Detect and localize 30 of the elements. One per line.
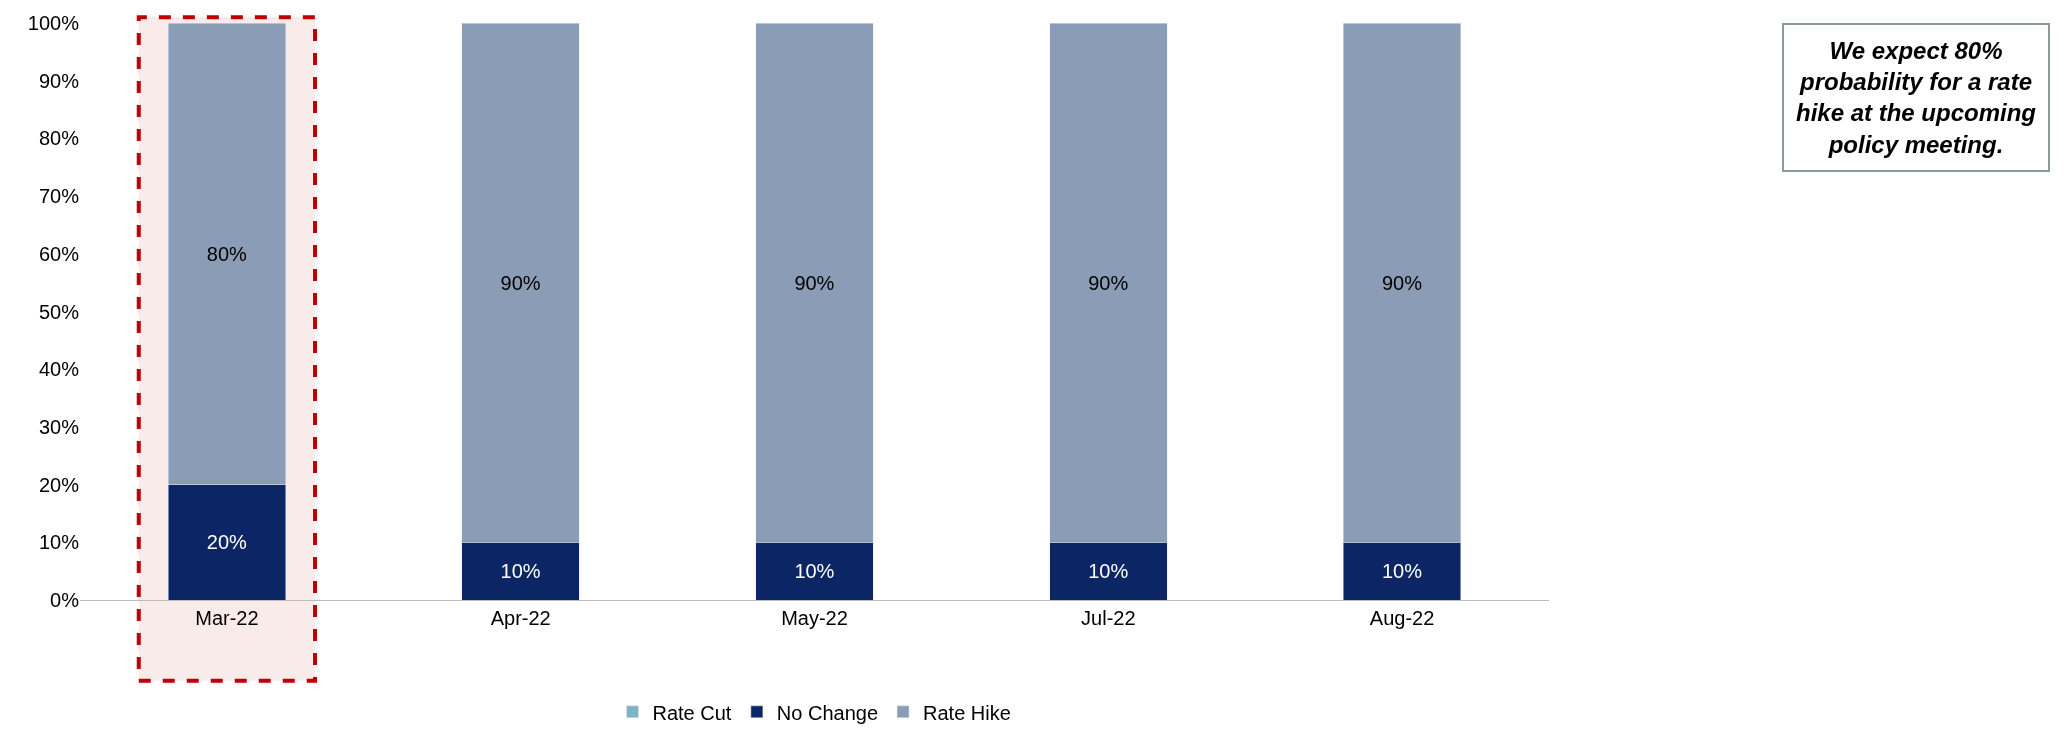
y-tick-label: 20% xyxy=(38,473,80,496)
text: We expect 80% probability for a rate hike at the upcoming policy meeting. xyxy=(1796,37,2037,158)
y-tick-label: 70% xyxy=(38,185,80,208)
y-tick-label: 10% xyxy=(38,531,80,554)
y-tick-label: 50% xyxy=(38,300,80,323)
data-label: 90% xyxy=(794,271,835,294)
data-label: 10% xyxy=(794,560,835,583)
data-label: 90% xyxy=(500,271,541,294)
data-label: 10% xyxy=(1381,560,1423,583)
y-tick-label: 30% xyxy=(38,415,80,438)
x-tick-label: Mar-22 xyxy=(195,607,259,629)
y-tick-label: 60% xyxy=(38,242,80,265)
y-tick-label: 40% xyxy=(38,358,80,381)
data-label: 10% xyxy=(1088,560,1129,583)
data-label: 80% xyxy=(206,242,248,265)
legend-label: Rate Cut xyxy=(652,701,732,724)
data-label: 90% xyxy=(1088,271,1129,294)
y-tick-label: 90% xyxy=(38,69,80,92)
legend-label: Rate Hike xyxy=(923,701,1011,724)
x-tick-label: May-22 xyxy=(781,607,848,629)
y-tick-label: 80% xyxy=(38,127,80,150)
x-tick-label: Aug-22 xyxy=(1369,607,1435,629)
y-tick-label: 0% xyxy=(50,589,80,611)
y-tick-label: 100% xyxy=(27,12,80,34)
data-label: 90% xyxy=(1381,271,1423,294)
data-label: 10% xyxy=(500,560,541,583)
x-tick-label: Jul-22 xyxy=(1081,607,1136,629)
data-label: 20% xyxy=(206,531,248,554)
x-tick-label: Apr-22 xyxy=(490,607,551,629)
legend-label: No Change xyxy=(776,701,879,724)
